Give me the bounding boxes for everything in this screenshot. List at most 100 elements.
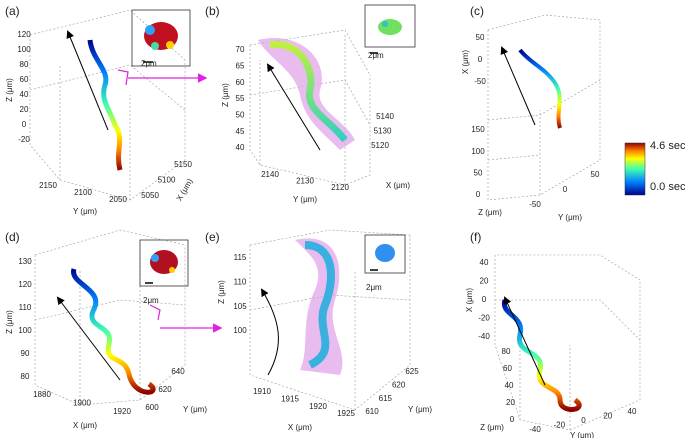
tick-label: 90 xyxy=(21,349,30,358)
scale-label: 2μm xyxy=(368,51,384,60)
axis-title: Y (μm) xyxy=(570,431,594,438)
tick-label: 2140 xyxy=(261,170,279,179)
axis-title: X (μm) xyxy=(465,288,474,312)
tick-label: 0 xyxy=(478,55,483,64)
tick-label: 0 xyxy=(510,415,515,424)
axis-title: X (μm) xyxy=(461,50,470,74)
axis-title: Y (μm) xyxy=(558,213,582,222)
tick-label: 1925 xyxy=(337,409,355,418)
tick-label: 45 xyxy=(236,127,245,136)
tick-label: 5130 xyxy=(374,127,392,136)
panel-label: (e) xyxy=(205,230,220,244)
axis-title: X (μm) xyxy=(175,177,195,203)
tick-label: 20 xyxy=(480,277,489,286)
tick-label: 50 xyxy=(474,168,483,177)
tick-label: 70 xyxy=(236,45,245,54)
tick-label: 80 xyxy=(21,372,30,381)
tick-label: 1920 xyxy=(309,402,327,411)
tick-label: -20 xyxy=(478,314,490,323)
tick-label: 0 xyxy=(563,185,568,194)
tick-label: 20 xyxy=(506,398,515,407)
tick-label: 110 xyxy=(19,303,32,312)
tick-label: 615 xyxy=(379,394,393,403)
axis-title: Z (μm) xyxy=(5,310,14,334)
tick-label: 40 xyxy=(628,407,637,416)
tick-label: 40 xyxy=(480,258,489,267)
tick-label: 640 xyxy=(171,367,185,376)
tick-label: 60 xyxy=(503,364,512,373)
tick-label: -50 xyxy=(529,200,541,209)
axis-title: Z (μm) xyxy=(480,423,504,432)
tick-label: 120 xyxy=(17,30,31,39)
tick-label: 620 xyxy=(158,385,172,394)
panel-label: (b) xyxy=(205,4,220,18)
axis-title: X (μm) xyxy=(386,181,410,190)
tick-label: -50 xyxy=(474,77,486,86)
axis-title: Y (μm) xyxy=(73,207,97,216)
tick-label: 0 xyxy=(581,416,586,425)
axis-title: Z (μm) xyxy=(217,280,226,304)
scale-label: 2μm xyxy=(366,283,382,292)
tick-label: 5050 xyxy=(141,191,159,200)
tick-label: 80 xyxy=(20,60,29,69)
tick-label: 1900 xyxy=(73,399,91,408)
axis-title: Y (μm) xyxy=(408,405,432,414)
tick-label: 120 xyxy=(18,280,32,289)
tick-label: 55 xyxy=(236,94,245,103)
axis-title: Y (μm) xyxy=(183,405,207,414)
axis-title: Z (μm) xyxy=(478,208,502,217)
tick-label: 600 xyxy=(145,403,159,412)
tick-label: 0 xyxy=(482,295,487,304)
tick-label: 20 xyxy=(20,105,29,114)
tick-label: 100 xyxy=(18,326,32,335)
tick-label: 20 xyxy=(603,412,612,421)
tick-label: 1915 xyxy=(281,394,299,403)
tick-label: 110 xyxy=(234,277,247,286)
tick-label: 40 xyxy=(236,143,245,152)
tick-label: 2100 xyxy=(74,188,92,197)
tick-label: 0 xyxy=(22,120,27,129)
panel-label: (c) xyxy=(470,4,484,18)
colorbar-min: 0.0 sec xyxy=(650,181,685,193)
tick-label: 1880 xyxy=(33,390,51,399)
tick-label: 2150 xyxy=(39,181,57,190)
tick-label: 620 xyxy=(392,380,406,389)
tick-label: 100 xyxy=(17,45,31,54)
tick-label: 100 xyxy=(471,147,485,156)
tick-label: 105 xyxy=(233,302,247,311)
tick-label: 2120 xyxy=(331,183,349,192)
tick-label: 50 xyxy=(236,110,245,119)
tick-label: 40 xyxy=(20,90,29,99)
panel-label: (f) xyxy=(470,230,481,244)
tick-label: 65 xyxy=(236,61,245,70)
tick-label: 5140 xyxy=(376,112,394,121)
colorbar-max: 4.6 sec xyxy=(650,140,685,152)
panel-label: (d) xyxy=(5,230,20,244)
tick-label: 60 xyxy=(236,78,245,87)
tick-label: 80 xyxy=(502,347,511,356)
tick-label: 50 xyxy=(476,33,485,42)
axis-title: Y (μm) xyxy=(293,195,317,204)
axis-title: X (μm) xyxy=(288,423,312,432)
tick-label: 60 xyxy=(20,75,29,84)
tick-label: 130 xyxy=(18,257,32,266)
scale-label: 2μm xyxy=(141,59,157,68)
tick-label: 5120 xyxy=(371,141,389,150)
scale-label: 2μm xyxy=(143,296,159,305)
tick-label: 115 xyxy=(234,253,247,262)
tick-label: 100 xyxy=(233,326,247,335)
tick-label: 40 xyxy=(505,381,514,390)
axis-title: X (μm) xyxy=(73,421,97,430)
tick-label: 50 xyxy=(591,170,600,179)
axis-title: Z (μm) xyxy=(5,78,14,102)
tick-label: 625 xyxy=(405,367,419,376)
tick-label: 5100 xyxy=(158,176,176,185)
tick-label: 1910 xyxy=(253,387,271,396)
tick-label: 0 xyxy=(476,190,481,199)
tick-label: -40 xyxy=(529,425,541,434)
tick-label: -20 xyxy=(18,135,30,144)
tick-label: -20 xyxy=(553,421,565,430)
tick-label: 150 xyxy=(471,125,485,134)
tick-label: 2050 xyxy=(109,195,127,204)
